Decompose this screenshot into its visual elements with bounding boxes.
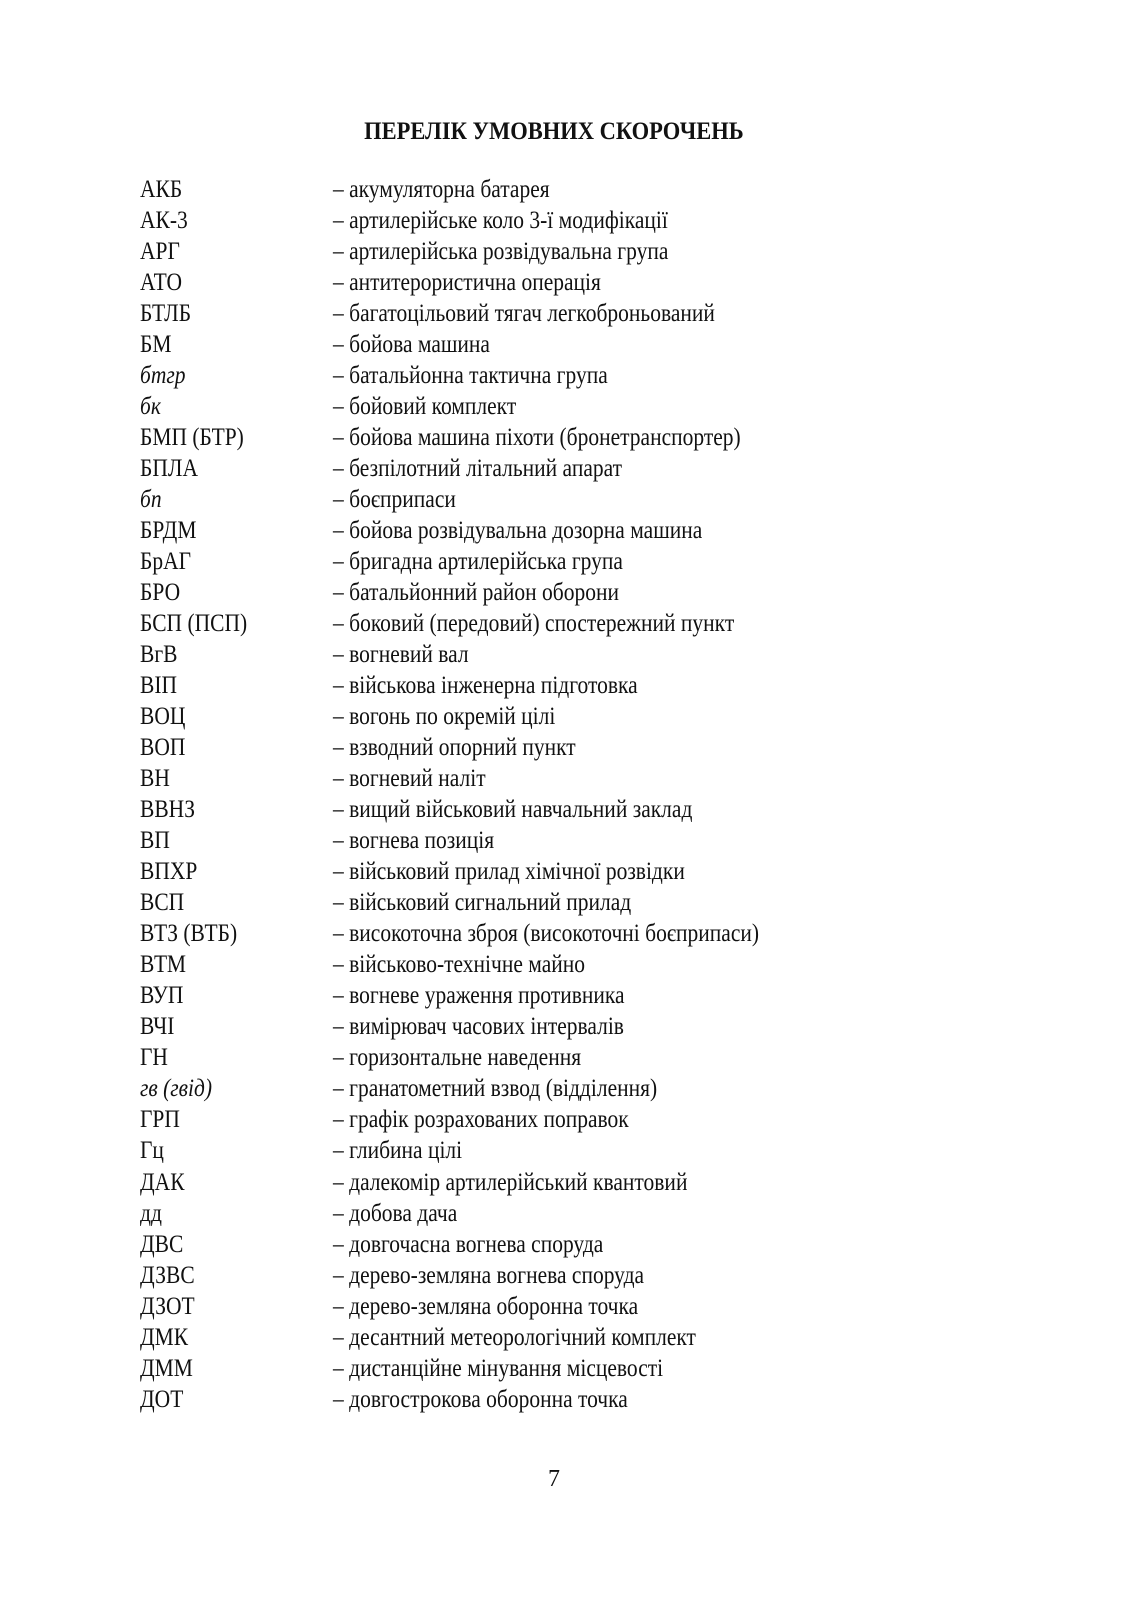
abbreviation: дд [140,1199,162,1227]
definition: – вогневий наліт [333,765,486,793]
definition: – довгочасна вогнева споруда [333,1230,604,1258]
definition: – бойова машина [333,331,490,359]
definition: – дерево-земляна вогнева споруда [333,1261,645,1289]
abbreviation: ГН [140,1044,168,1072]
abbreviation: ВПХР [140,858,198,886]
definition: – боєприпаси [333,486,456,514]
definition: – горизонтальне наведення [333,1044,582,1072]
abbreviation: ВСП [140,889,185,917]
abbreviation: ДМК [140,1323,189,1351]
abbreviation: ВОП [140,734,186,762]
abbreviation: АК-3 [140,207,188,235]
abbreviation: Гц [140,1137,164,1165]
abbreviation: АРГ [140,238,180,266]
abbreviation: ВОЦ [140,703,186,731]
definition: – вогонь по окремій цілі [333,703,556,731]
definition: – вогневий вал [333,641,469,669]
abbreviation: БМП (БТР) [140,424,244,452]
definition: – вимірювач часових інтервалів [333,1013,624,1041]
abbreviation: ВІП [140,672,178,700]
abbreviation: ВУП [140,982,184,1010]
abbreviation: ВЧІ [140,1013,175,1041]
abbreviation: бп [140,486,162,514]
definition: – військова інженерна підготовка [333,672,638,700]
abbreviation: ДАК [140,1168,185,1196]
definition: – багатоцільовий тягач легкоброньований [333,300,715,328]
abbreviation: БТЛБ [140,300,192,328]
abbreviation: бтгр [140,362,186,390]
abbreviation: ВТЗ (ВТБ) [140,920,238,948]
page-number: 7 [548,1466,560,1492]
definition: – бригадна артилерійська група [333,548,623,576]
abbreviation: ВН [140,765,170,793]
page-title-text: ПЕРЕЛІК УМОВНИХ СКОРОЧЕНЬ [364,118,744,145]
definition: – вогневе ураження противника [333,982,625,1010]
abbreviation: ДЗВС [140,1261,195,1289]
definition: – військово-технічне майно [333,951,586,979]
abbreviation: БРО [140,579,181,607]
abbreviation: бк [140,393,161,421]
abbreviation: АТО [140,269,183,297]
abbreviation: гв (гвід) [140,1075,212,1103]
abbreviation: ВП [140,827,170,855]
abbreviation: ВВНЗ [140,796,195,824]
definition: – глибина цілі [333,1137,463,1165]
abbreviation: БМ [140,331,172,359]
definition: – антитерористична операція [333,269,601,297]
definition: – артилерійська розвідувальна група [333,238,669,266]
definition: – добова дача [333,1199,458,1227]
definition: – безпілотний літальний апарат [333,455,623,483]
abbreviation: ДЗОТ [140,1292,195,1320]
definition: – гранатометний взвод (відділення) [333,1075,658,1103]
abbreviation: ДОТ [140,1385,184,1413]
definition: – взводний опорний пункт [333,734,576,762]
definition: – батальйонна тактична група [333,362,608,390]
definition: – вищий військовий навчальний заклад [333,796,693,824]
definition: – вогнева позиція [333,827,495,855]
definition: – бойова машина піхоти (бронетранспортер… [333,424,741,452]
definition: – дерево-земляна оборонна точка [333,1292,639,1320]
abbreviation: АКБ [140,176,183,203]
definition: – довгострокова оборонна точка [333,1385,628,1413]
abbreviation: ДММ [140,1354,193,1382]
abbreviation: БРДМ [140,517,197,545]
abbreviation: ВТМ [140,951,187,979]
abbreviation: БПЛА [140,455,198,483]
definition: – десантний метеорологічний комплект [333,1323,696,1351]
abbreviation: ДВС [140,1230,184,1258]
definition: – бойовий комплект [333,393,517,421]
abbreviation: ВгВ [140,641,178,669]
page-title: ПЕРЕЛІК УМОВНИХ СКОРОЧЕНЬ [0,118,1108,146]
definition: – артилерійське коло 3-ї модифікації [333,207,668,235]
definition: – бойова розвідувальна дозорна машина [333,517,703,545]
definition: – військовий сигнальний прилад [333,889,632,917]
definition: – військовий прилад хімічної розвідки [333,858,685,886]
definition: – графік розрахованих поправок [333,1106,629,1134]
abbreviation: БСП (ПСП) [140,610,248,638]
definition: – далекомір артилерійський квантовий [333,1168,688,1196]
definition: – дистанційне мінування місцевості [333,1354,664,1382]
definition: – високоточна зброя (високоточні боєприп… [333,920,760,948]
abbreviation: ГРП [140,1106,180,1134]
abbreviation: БрАГ [140,548,192,576]
definition: – акумуляторна батарея [333,176,550,203]
definition: – батальйонний район оборони [333,579,620,607]
definition: – боковий (передовий) спостережний пункт [333,610,735,638]
